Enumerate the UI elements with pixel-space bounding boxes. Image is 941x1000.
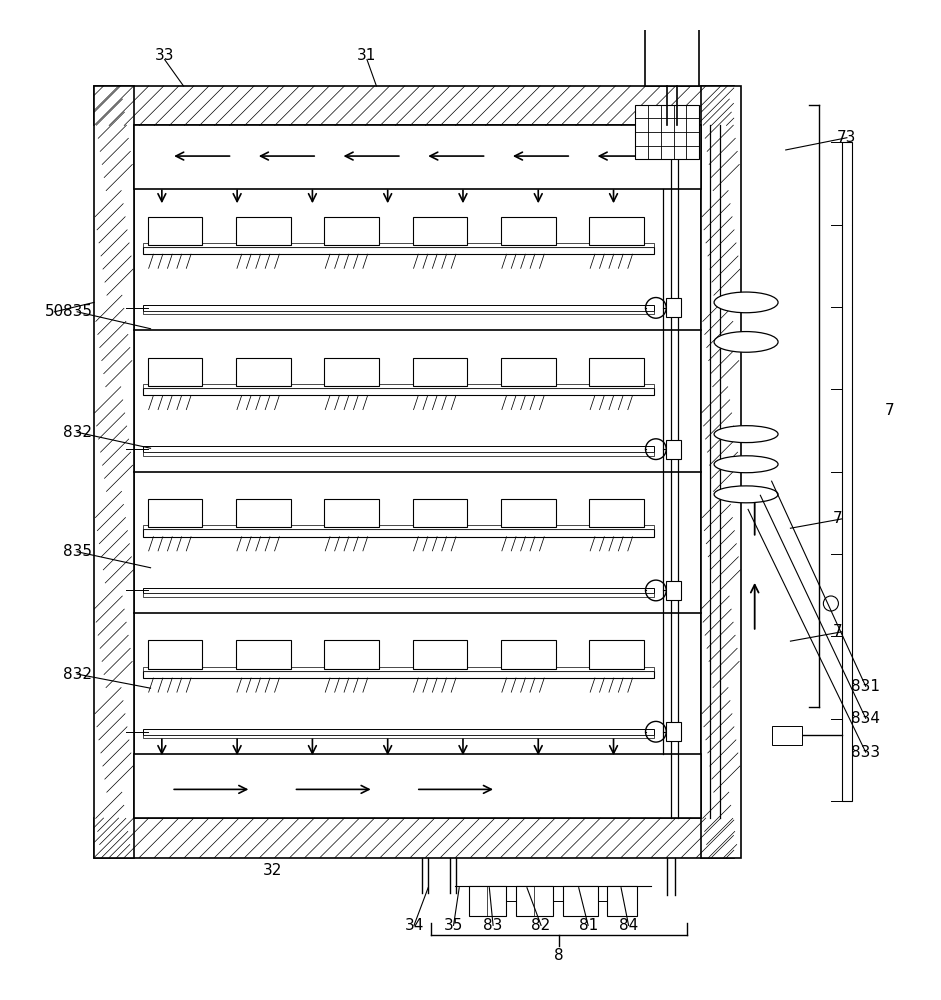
Bar	[94, 818, 734, 858]
Bar	[143, 311, 654, 314]
Bar	[236, 640, 291, 669]
Ellipse shape	[714, 292, 778, 313]
Bar	[236, 358, 291, 386]
Bar	[94, 86, 734, 125]
Bar	[589, 499, 644, 527]
Bar	[666, 581, 681, 600]
Bar	[148, 499, 202, 527]
Bar	[501, 499, 555, 527]
Bar	[589, 217, 644, 245]
Bar	[94, 86, 134, 858]
Bar	[412, 499, 467, 527]
Bar	[143, 588, 654, 593]
Bar	[143, 729, 654, 735]
Text: 835: 835	[63, 544, 91, 559]
Text: 833: 833	[852, 745, 880, 760]
Text: 35: 35	[444, 918, 463, 933]
Bar	[516, 886, 553, 916]
Ellipse shape	[714, 456, 778, 473]
Bar	[701, 86, 741, 858]
Bar	[143, 529, 654, 537]
Bar	[148, 358, 202, 386]
Ellipse shape	[714, 332, 778, 352]
Text: 84: 84	[619, 918, 638, 933]
Bar	[143, 446, 654, 452]
Text: 31: 31	[358, 48, 376, 63]
Bar	[148, 217, 202, 245]
Bar	[772, 726, 802, 745]
Text: 82: 82	[532, 918, 550, 933]
Text: 71: 71	[833, 511, 852, 526]
Bar	[325, 499, 379, 527]
Bar	[635, 105, 699, 159]
Bar	[325, 640, 379, 669]
Text: 34: 34	[405, 918, 423, 933]
Bar	[134, 754, 701, 818]
Bar	[645, 20, 699, 86]
Bar	[412, 358, 467, 386]
Text: 834: 834	[852, 711, 880, 726]
Bar	[143, 671, 654, 678]
Text: 832: 832	[63, 667, 91, 682]
Text: 50: 50	[45, 304, 64, 319]
Bar	[143, 667, 654, 671]
Text: 832: 832	[63, 425, 91, 440]
Bar	[134, 125, 701, 818]
Bar	[148, 640, 202, 669]
Bar	[563, 886, 598, 916]
Text: 32: 32	[263, 863, 282, 878]
Bar	[666, 440, 681, 459]
Bar	[143, 452, 654, 456]
Bar	[236, 499, 291, 527]
Bar	[143, 735, 654, 738]
Bar	[325, 217, 379, 245]
Bar	[143, 305, 654, 311]
Bar	[143, 384, 654, 388]
Text: 73: 73	[837, 130, 856, 145]
Bar	[589, 640, 644, 669]
Bar	[143, 247, 654, 254]
Text: 81: 81	[579, 918, 598, 933]
Ellipse shape	[714, 486, 778, 503]
Bar	[842, 142, 852, 801]
Text: 33: 33	[155, 48, 174, 63]
Bar	[325, 358, 379, 386]
Bar	[143, 388, 654, 395]
Bar	[412, 217, 467, 245]
Bar	[143, 525, 654, 529]
Bar	[501, 640, 555, 669]
Text: 83: 83	[484, 918, 502, 933]
Text: 8: 8	[554, 948, 564, 963]
Bar	[741, 125, 753, 818]
Bar	[134, 125, 701, 189]
Bar	[412, 640, 467, 669]
Text: 835: 835	[63, 304, 91, 319]
Bar	[666, 722, 681, 741]
Bar	[666, 298, 681, 317]
Bar	[236, 217, 291, 245]
Text: 831: 831	[852, 679, 880, 694]
Bar	[143, 243, 654, 247]
Bar	[589, 358, 644, 386]
Text: 72: 72	[833, 624, 852, 639]
Bar	[501, 358, 555, 386]
Bar	[143, 593, 654, 597]
Text: 7: 7	[885, 403, 894, 418]
Bar	[501, 217, 555, 245]
Bar	[607, 886, 637, 916]
Bar	[469, 886, 506, 916]
Ellipse shape	[714, 426, 778, 443]
